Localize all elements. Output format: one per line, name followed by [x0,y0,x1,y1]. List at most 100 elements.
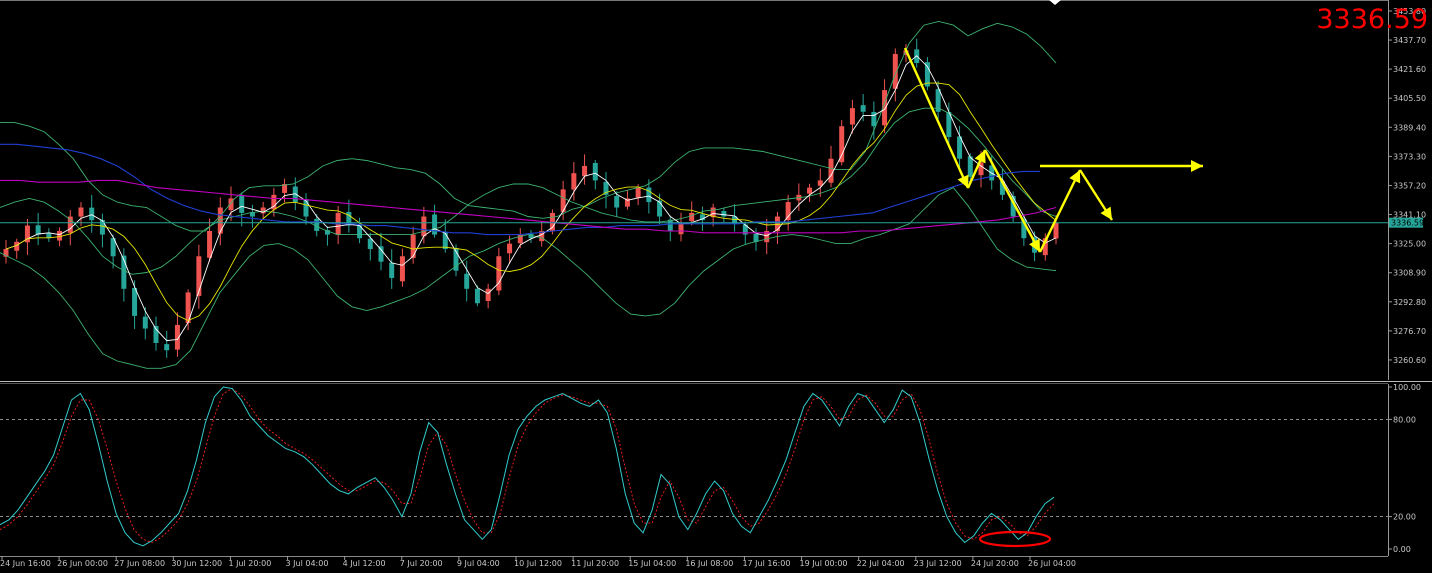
candle-body [432,214,438,235]
time-axis: 24 Jun 16:00 26 Jun 00:00 27 Jun 08:00 30 J… [0,556,1076,568]
time-axis-label: 4 Jul 12:00 [343,559,386,568]
candle-body [474,288,480,304]
ma-slow-line [0,143,1040,236]
candle-body [378,246,384,262]
candle-body [78,207,84,217]
price-axis-label: 3325.00 [1393,240,1426,249]
candle-body [678,223,684,235]
projection-arrow-down-1 [903,47,970,189]
candle-body [539,230,545,242]
candle-body [249,211,255,217]
time-axis-label: 15 Jul 04:00 [628,559,676,568]
candle-body [217,207,223,234]
time-axis-label: 3 Jul 04:00 [286,559,329,568]
candle-body [882,90,888,126]
candle-body [67,216,73,233]
annotation-group [903,47,1203,253]
candle-body [582,165,588,177]
price-axis-label: 3373.30 [1393,152,1426,161]
candle-body [239,195,245,213]
candle-body [624,198,630,207]
stochastic-pane[interactable] [0,384,1389,556]
bollinger-bands-group [0,21,1057,369]
price-axis-label: 3292.80 [1393,298,1426,307]
oversold-circle-annotation [978,530,1052,548]
time-axis-label: 27 Jun 08:00 [114,559,165,568]
candle-body [399,256,405,282]
candle-body [164,344,170,351]
candle-body [3,249,9,257]
moving-averages-group [0,55,1057,342]
stochastic-axis-label: 20.00 [1393,513,1416,522]
candle-body [282,184,288,193]
candle-body [646,187,652,203]
time-axis-label: 22 Jul 04:00 [857,559,905,568]
candle-body [346,211,352,226]
candle-body [485,288,491,302]
candle-body [571,173,577,190]
candle-body [142,316,148,329]
candle-body [1010,196,1016,217]
time-axis-label: 24 Jun 16:00 [0,559,51,568]
ma-medium-line [5,82,1057,321]
candle-body [732,216,738,224]
scroll-marker-icon[interactable] [1049,0,1061,5]
candle-body [410,234,416,259]
candle-body [935,89,941,112]
price-axis-label: 3357.20 [1393,181,1426,190]
time-axis-label: 24 Jul 20:00 [971,559,1019,568]
candle-body [110,238,116,257]
candle-body [721,211,727,217]
projection-arrow-up-2 [1038,169,1082,253]
price-axis-label: 3260.60 [1393,356,1426,365]
candle-body [367,238,373,250]
candle-body [185,292,191,324]
projection-arrow-up-1-head [974,150,986,164]
candle-body [528,233,534,239]
candle-body [389,262,395,278]
candle-body [57,230,63,241]
candle-body [957,136,963,159]
candle-body [357,224,363,239]
candle-body [946,112,952,138]
candle-body [303,199,309,217]
candle-body [24,225,30,243]
candle-body [260,207,266,214]
candle-body [174,324,180,350]
ma-fast-line [5,55,1057,342]
candle-body [892,53,898,89]
bollinger-middle-line [0,107,1057,275]
candle-body [999,181,1005,195]
candle-body [603,181,609,195]
candle-body [849,108,855,125]
candle-body [292,186,298,203]
stochastic-axis-label: 80.00 [1393,415,1416,424]
candle-body [314,218,320,231]
price-axis-label: 3421.60 [1393,65,1426,74]
candle-body [153,325,159,343]
price-pane[interactable] [0,0,1389,380]
price-axis-label: 3276.70 [1393,327,1426,336]
time-axis-label: 19 Jul 00:00 [800,559,848,568]
candle-body [421,216,427,237]
candle-body [35,225,41,235]
candle-body [753,233,759,242]
candle-body [324,230,330,235]
price-axis-label: 3405.50 [1393,94,1426,103]
candle-body [785,202,791,221]
candle-body [592,162,598,181]
candle-body [614,196,620,208]
stochastic-lines [0,386,1055,547]
stochastic-axis-label: 0.00 [1393,545,1411,554]
time-axis-label: 26 Jun 00:00 [57,559,108,568]
candle-body [667,219,673,231]
stochastic-main-line [0,386,1055,547]
projection-arrow-down-1-head [957,174,969,188]
projection-arrow-down-2 [983,149,1042,253]
candle-body [121,255,127,289]
candle-body [807,187,813,194]
candle-body [817,180,823,186]
candle-body [196,256,202,296]
current-price-tag [1389,217,1423,228]
